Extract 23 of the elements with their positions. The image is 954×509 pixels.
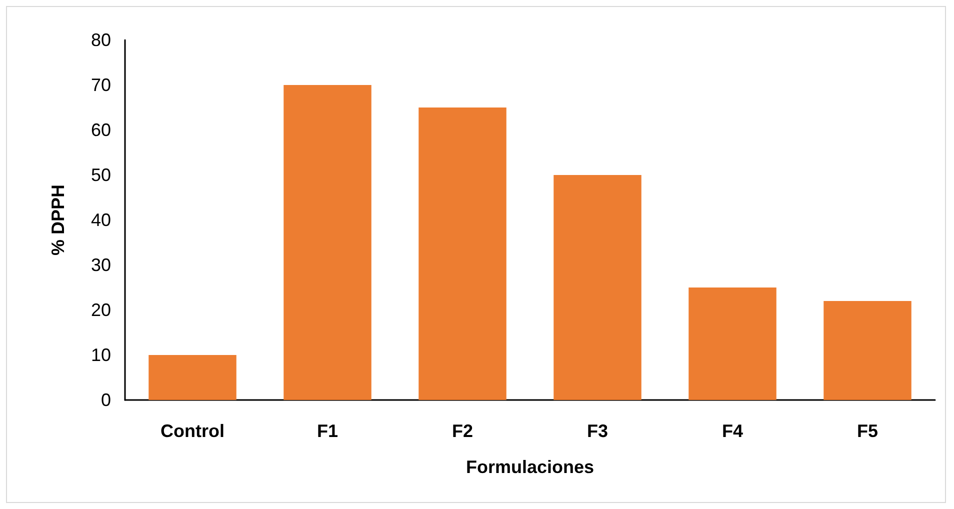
y-tick-label: 40: [90, 210, 111, 230]
y-tick-label: 30: [90, 255, 111, 275]
y-tick-label: 60: [90, 120, 111, 140]
x-tick-label: Control: [160, 421, 224, 441]
bar: [418, 108, 506, 400]
y-tick-label: 20: [90, 300, 111, 320]
bar: [554, 175, 642, 400]
bar: [284, 85, 372, 400]
x-tick-label: F5: [856, 421, 878, 441]
y-tick-label: 0: [100, 390, 111, 410]
bar: [148, 355, 236, 400]
x-tick-label: F3: [586, 421, 608, 441]
bar: [824, 301, 912, 400]
bar: [688, 288, 776, 400]
x-tick-label: F2: [452, 421, 474, 441]
x-axis-title: Formulaciones: [466, 457, 594, 477]
x-tick-label: F4: [722, 421, 744, 441]
y-axis-title: % DPPH: [48, 184, 68, 256]
x-tick-label: F1: [316, 421, 338, 441]
y-tick-label: 80: [90, 30, 111, 50]
y-tick-label: 10: [90, 345, 111, 365]
y-tick-label: 70: [90, 75, 111, 95]
y-tick-label: 50: [90, 165, 111, 185]
